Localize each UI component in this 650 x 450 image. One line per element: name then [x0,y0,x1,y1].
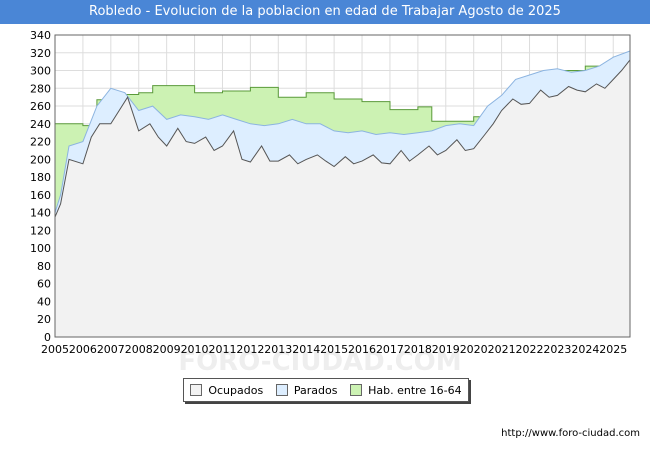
x-tick-label: 2008 [125,343,153,356]
areas [54,50,631,338]
legend-swatch-hab [350,384,363,396]
x-tick-label: 2019 [432,343,460,356]
y-tick-label: 320 [30,47,51,60]
x-tick-label: 2011 [208,343,236,356]
x-tick-label: 2018 [404,343,432,356]
x-ticks: 2005 2006 2007 2008 2009 2010 2011 2012 2013 2014… [41,343,627,356]
series-ocupados-line [54,59,631,218]
y-tick-label: 200 [30,153,51,166]
legend-label-parados: Parados [293,383,338,397]
y-tick-label: 120 [30,224,51,237]
series-ocupados-area [55,59,630,338]
x-tick-label: 2013 [264,343,292,356]
legend-item-hab: Hab. entre 16-64 [350,384,462,397]
x-tick-label: 2024 [571,343,599,356]
y-tick-label: 240 [30,118,51,131]
series-parados-line [54,50,631,213]
y-tick-label: 20 [37,313,51,326]
legend-label-ocupados: Ocupados [208,383,264,397]
y-tick-label: 300 [30,65,51,78]
x-tick-label: 2015 [320,343,348,356]
legend-swatch-ocupados [190,384,203,396]
x-tick-label: 2016 [348,343,376,356]
y-ticks: 0 20 40 60 80 100 120 140 160 180 200 220 240 260 280 3… [30,29,51,344]
credit-link[interactable]: http://www.foro-ciudad.com [501,428,640,439]
y-tick-label: 40 [37,295,51,308]
y-tick-label: 100 [30,242,51,255]
legend: Ocupados Parados Hab. entre 16-64 [183,378,469,402]
x-tick-label: 2017 [376,343,404,356]
x-tick-label: 2014 [292,343,320,356]
y-tick-label: 0 [44,331,51,344]
x-tick-label: 2022 [516,343,544,356]
x-tick-label: 2005 [41,343,69,356]
legend-item-ocupados: Ocupados [190,384,263,397]
x-tick-label: 2012 [236,343,264,356]
y-tick-label: 260 [30,100,51,113]
x-tick-label: 2023 [543,343,571,356]
y-tick-label: 60 [37,278,51,291]
x-tick-label: 2021 [488,343,516,356]
y-tick-label: 220 [30,136,51,149]
legend-item-parados: Parados [275,383,338,397]
watermark: FORO-CIUDAD.COM [178,347,461,377]
y-tick-label: 180 [30,171,51,184]
chart-title: Robledo - Evolucion de la poblacion en e… [0,0,650,24]
x-tick-label: 2020 [460,343,488,356]
x-tick-label: 2006 [69,343,97,356]
y-tick-label: 280 [30,82,51,95]
x-tick-label: 2010 [181,343,209,356]
y-tick-label: 80 [37,260,51,273]
x-tick-label: 2025 [599,343,627,356]
y-tick-label: 160 [30,189,51,202]
legend-swatch-parados [275,384,288,396]
legend-label-hab: Hab. entre 16-64 [368,383,462,397]
x-tick-label: 2009 [153,343,181,356]
plot-frame [54,34,631,338]
y-tick-label: 340 [30,29,51,42]
x-tick-label: 2007 [97,343,125,356]
y-tick-label: 140 [30,207,51,220]
